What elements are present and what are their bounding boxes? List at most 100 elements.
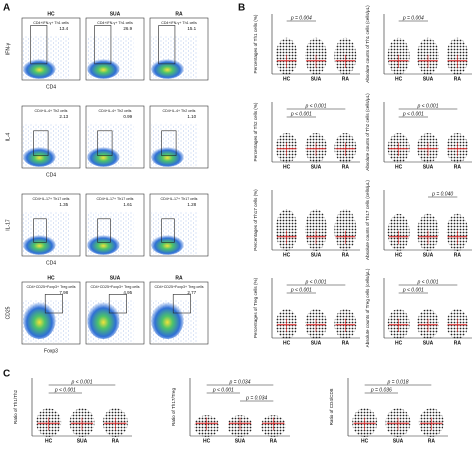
gate-value: 7.98 xyxy=(59,290,68,295)
gate-value: 1.35 xyxy=(59,202,68,207)
gate-label: CD4+IL-4+ Th2 cells xyxy=(163,109,196,113)
panel-label: C xyxy=(3,369,10,380)
x-axis-label: CD4 xyxy=(46,172,56,178)
gate xyxy=(161,130,177,156)
gate-value: 13.4 xyxy=(59,26,68,31)
gate xyxy=(44,294,63,314)
x-tick-label: HC xyxy=(283,164,291,170)
y-axis-label: IL-17 xyxy=(5,219,11,231)
y-axis-label: Ratio of Th1/Th2 xyxy=(13,389,18,424)
x-tick-label: RA xyxy=(342,164,350,170)
x-axis-label: CD4 xyxy=(46,260,56,266)
x-tick-label: SUA xyxy=(77,438,88,444)
gate-value: 1.10 xyxy=(187,114,196,119)
cell-cloud xyxy=(87,234,120,255)
x-tick-label: RA xyxy=(454,252,462,258)
x-tick-label: RA xyxy=(454,76,462,82)
p-value: p = 0.018 xyxy=(387,379,409,385)
x-tick-label: SUA xyxy=(423,340,434,346)
gate-value: 2.77 xyxy=(187,290,196,295)
x-tick-label: RA xyxy=(454,340,462,346)
gate xyxy=(108,294,127,314)
gate-label: CD4+IL-4+ Th2 cells xyxy=(99,109,132,113)
x-tick-label: SUA xyxy=(311,252,322,258)
y-axis-label: Ratio of Th17/Treg xyxy=(171,388,176,426)
p-value: p < 0.001 xyxy=(290,111,312,117)
group-header: HC xyxy=(47,275,55,281)
y-axis-label: Percentages of Th17 cells (%) xyxy=(253,189,258,251)
x-tick-label: HC xyxy=(283,340,291,346)
gate-label: CD4+IFN-γ+ Th1 cells xyxy=(97,21,133,25)
p-value: p < 0.001 xyxy=(417,279,439,285)
x-tick-label: HC xyxy=(45,438,53,444)
gate xyxy=(94,25,112,65)
x-tick-label: HC xyxy=(361,438,369,444)
x-tick-label: SUA xyxy=(235,438,246,444)
x-tick-label: HC xyxy=(283,76,291,82)
x-tick-label: RA xyxy=(428,438,436,444)
p-value: p = 0.036 xyxy=(370,387,392,393)
p-value: p = 0.004 xyxy=(402,15,424,21)
cell-cloud xyxy=(23,234,56,255)
p-value: p < 0.001 xyxy=(417,103,439,109)
y-axis-label: Absolute counts of Th2 cells (cells/μL) xyxy=(365,93,370,171)
p-value: p < 0.001 xyxy=(290,287,312,293)
x-axis-label: CD4 xyxy=(46,84,56,90)
panel-label: B xyxy=(238,3,245,14)
group-header: RA xyxy=(175,275,183,281)
p-value: p = 0.004 xyxy=(290,15,312,21)
x-tick-label: HC xyxy=(395,340,403,346)
group-header: HC xyxy=(47,11,55,17)
gate xyxy=(33,218,47,243)
p-value: p < 0.001 xyxy=(402,111,424,117)
gate xyxy=(33,130,49,156)
x-tick-label: RA xyxy=(112,438,120,444)
p-value: p = 0.034 xyxy=(229,379,251,385)
x-tick-label: HC xyxy=(395,76,403,82)
gate-label: CD4+IL-17+ Th17 cells xyxy=(33,197,70,201)
gate-value: 1.28 xyxy=(187,202,196,207)
gate-value: 15.1 xyxy=(187,26,196,31)
gate xyxy=(161,218,175,243)
cell-cloud xyxy=(87,301,120,340)
gate xyxy=(97,130,113,156)
y-axis-label: Absolute counts of Treg cells (cells/μL) xyxy=(365,268,370,347)
x-tick-label: RA xyxy=(454,164,462,170)
x-tick-label: HC xyxy=(203,438,211,444)
cell-cloud xyxy=(23,146,56,167)
gate-label: CD4+CD25+Foxp3+ Treg cells xyxy=(90,285,139,289)
x-tick-label: RA xyxy=(342,76,350,82)
gate xyxy=(30,25,48,65)
p-value: p < 0.001 xyxy=(71,379,93,385)
x-tick-label: SUA xyxy=(423,252,434,258)
gate-label: CD4+CD25+Foxp3+ Treg cells xyxy=(154,285,203,289)
gate xyxy=(97,218,111,243)
p-value: p < 0.001 xyxy=(54,387,76,393)
y-axis-label: Absolute counts of Th1 cells (cells/μL) xyxy=(365,5,370,83)
x-tick-label: RA xyxy=(342,252,350,258)
gate-label: CD4+IFN-γ+ Th1 cells xyxy=(161,21,197,25)
gate-value: 4.95 xyxy=(123,290,132,295)
y-axis-label: IFN-γ xyxy=(5,42,11,55)
group-header: SUA xyxy=(110,275,121,281)
gate-label: CD4+IFN-γ+ Th1 cells xyxy=(33,21,69,25)
cell-cloud xyxy=(87,58,120,79)
gate-label: CD4+IL-17+ Th17 cells xyxy=(97,197,134,201)
cell-cloud xyxy=(151,301,184,340)
p-value: p < 0.001 xyxy=(305,103,327,109)
cell-cloud xyxy=(151,58,184,79)
x-tick-label: SUA xyxy=(311,76,322,82)
group-header: RA xyxy=(175,11,183,17)
gate-label: CD4+IL-4+ Th2 cells xyxy=(35,109,68,113)
dot-column xyxy=(275,209,298,251)
gate xyxy=(172,294,191,314)
dot-column xyxy=(334,209,357,251)
x-tick-label: RA xyxy=(270,438,278,444)
y-axis-label: IL-4 xyxy=(5,132,11,141)
x-tick-label: SUA xyxy=(393,438,404,444)
cell-cloud xyxy=(151,146,184,167)
cell-cloud xyxy=(151,234,184,255)
x-tick-label: SUA xyxy=(423,76,434,82)
gate-label: CD4+IL-17+ Th17 cells xyxy=(161,197,198,201)
